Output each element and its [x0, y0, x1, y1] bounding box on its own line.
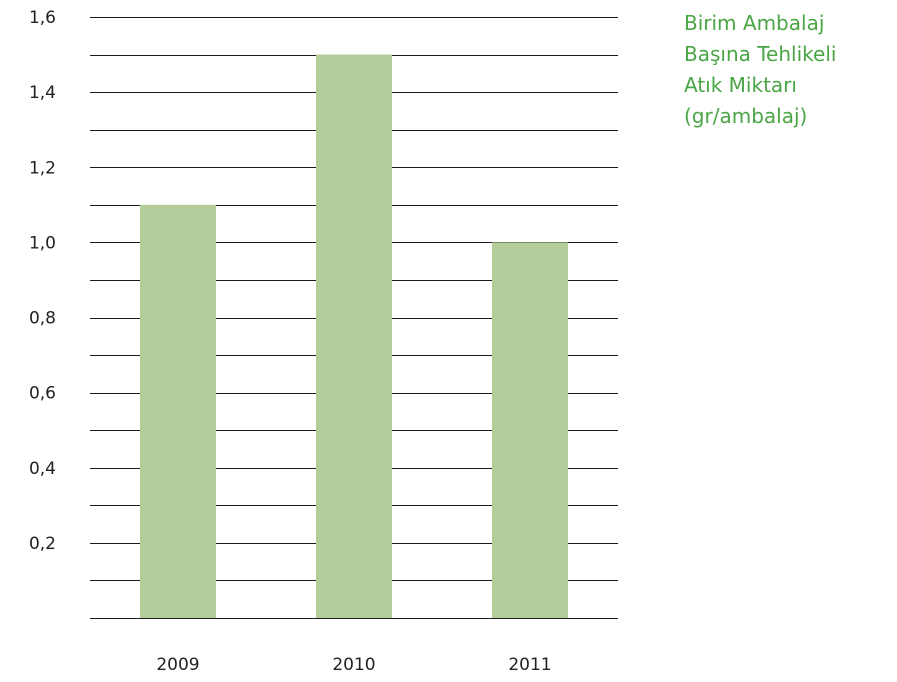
bar-2009 [140, 204, 216, 618]
y-tick-label: 0,2 [29, 534, 56, 554]
y-tick-label: 0,8 [29, 309, 56, 329]
y-tick-label: 1,0 [29, 233, 56, 253]
x-category-label: 2009 [156, 655, 199, 675]
x-category-label: 2010 [332, 655, 375, 675]
y-tick-label: 1,6 [29, 8, 56, 28]
chart-title: Birim Ambalaj Başına Tehlikeli Atık Mikt… [684, 8, 894, 132]
y-tick-label: 1,4 [29, 83, 56, 103]
bars [140, 54, 568, 618]
x-axis-category-labels: 2009 2010 2011 [156, 655, 551, 675]
y-axis-tick-labels: 0,2 0,4 0,6 0,8 1,0 1,2 1,4 1,6 [29, 8, 56, 554]
chart-title-line-4: (gr/ambalaj) [684, 104, 808, 128]
y-tick-label: 1,2 [29, 158, 56, 178]
chart-title-line-2: Başına Tehlikeli [684, 42, 837, 66]
bar-2011 [492, 242, 568, 618]
y-tick-label: 0,4 [29, 459, 56, 479]
y-tick-label: 0,6 [29, 384, 56, 404]
chart-title-line-1: Birim Ambalaj [684, 11, 825, 35]
chart-title-line-3: Atık Miktarı [684, 73, 797, 97]
bar-2010 [316, 54, 392, 618]
x-category-label: 2011 [508, 655, 551, 675]
